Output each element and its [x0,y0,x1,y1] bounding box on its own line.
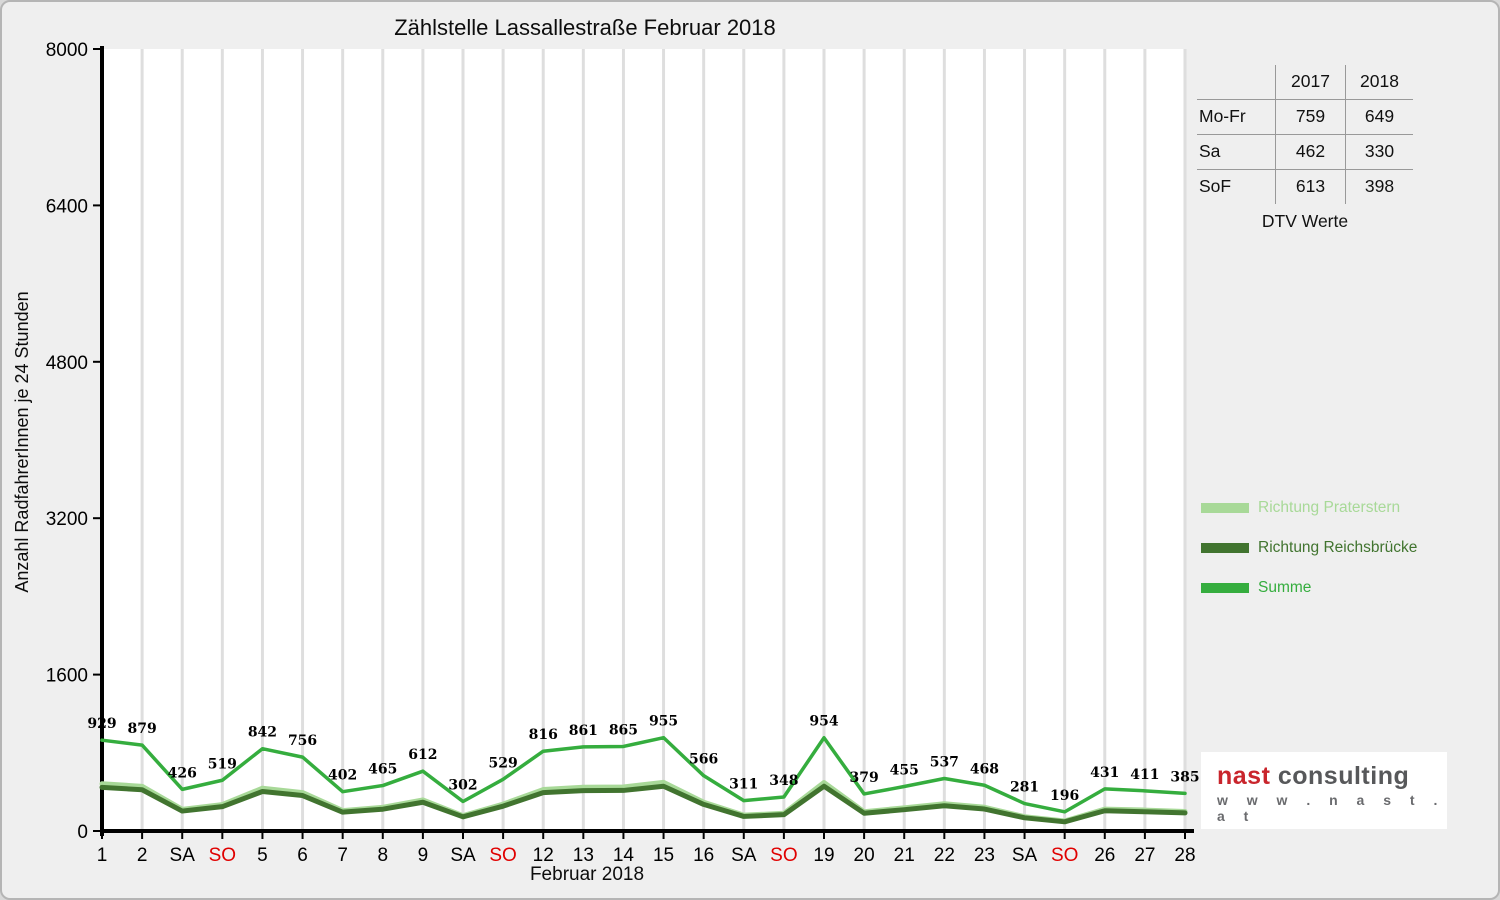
chart-legend: Richtung Praterstern Richtung Reichsbrüc… [1201,488,1417,608]
svg-text:27: 27 [1134,845,1155,866]
svg-text:196: 196 [1050,788,1079,804]
legend-label: Summe [1258,579,1312,596]
svg-text:0: 0 [77,822,88,843]
svg-text:23: 23 [974,845,995,866]
svg-text:865: 865 [609,722,638,738]
svg-text:5: 5 [257,845,268,866]
legend-swatch-reichsbruecke [1201,543,1249,553]
x-axis-title: Februar 2018 [529,864,645,885]
svg-text:612: 612 [408,747,437,763]
svg-text:566: 566 [689,752,718,768]
svg-text:537: 537 [930,755,959,771]
dtv-table-cell: 330 [1345,134,1413,169]
svg-text:468: 468 [970,761,999,777]
svg-text:SO: SO [209,845,236,866]
svg-text:8000: 8000 [46,40,88,61]
svg-text:6400: 6400 [46,196,88,217]
dtv-table-cell: 398 [1345,169,1413,204]
svg-text:402: 402 [328,768,357,784]
svg-text:12: 12 [533,845,554,866]
svg-text:21: 21 [894,845,915,866]
svg-text:455: 455 [890,763,919,779]
svg-text:20: 20 [854,845,875,866]
svg-text:8: 8 [377,845,388,866]
svg-text:26: 26 [1094,845,1115,866]
svg-text:22: 22 [934,845,955,866]
legend-label: Richtung Praterstern [1258,499,1401,516]
logo-brand-primary: nast [1217,762,1271,790]
nast-consulting-logo: nast consulting w w w . n a s t . a t [1201,752,1447,829]
y-axis-title: Anzahl RadfahrerInnen je 24 Stunden [12,291,32,593]
svg-text:955: 955 [649,714,678,730]
svg-text:SA: SA [170,845,196,866]
dtv-table-cell: 462 [1275,134,1345,169]
svg-text:411: 411 [1130,767,1159,783]
svg-text:16: 16 [693,845,714,866]
dtv-table: 2017 2018 Mo-Fr 759 649 Sa 462 330 SoF 6… [1197,65,1413,204]
svg-text:465: 465 [368,762,397,778]
svg-text:SO: SO [770,845,797,866]
svg-text:1600: 1600 [46,666,88,687]
svg-text:3200: 3200 [46,509,88,530]
svg-text:19: 19 [813,845,834,866]
svg-text:14: 14 [613,845,635,866]
svg-text:7: 7 [337,845,348,866]
svg-text:879: 879 [127,721,156,737]
svg-text:954: 954 [809,714,838,730]
svg-text:1: 1 [97,845,108,866]
dtv-table-corner-cell [1197,65,1275,99]
dtv-table-caption: DTV Werte [1261,211,1349,231]
dtv-table-row-label: Mo-Fr [1197,99,1275,134]
legend-item-summe: Summe [1201,568,1417,608]
logo-wordmark: nast consulting [1217,764,1447,789]
svg-text:431: 431 [1090,765,1119,781]
dtv-table-cell: 649 [1345,99,1413,134]
svg-text:6: 6 [297,845,308,866]
legend-item-praterstern: Richtung Praterstern [1201,488,1417,528]
svg-text:SO: SO [489,845,516,866]
svg-text:756: 756 [288,733,317,749]
legend-swatch-summe [1201,583,1249,593]
svg-text:379: 379 [849,770,878,786]
svg-text:281: 281 [1010,780,1039,796]
legend-item-reichsbruecke: Richtung Reichsbrücke [1201,528,1417,568]
svg-text:SA: SA [731,845,757,866]
dtv-table-header-2018: 2018 [1345,65,1413,99]
chart-title: Zählstelle Lassallestraße Februar 2018 [394,15,776,40]
svg-text:519: 519 [208,756,237,772]
svg-text:SA: SA [1012,845,1038,866]
svg-text:28: 28 [1174,845,1195,866]
svg-text:9: 9 [418,845,429,866]
svg-text:426: 426 [168,765,197,781]
svg-text:SA: SA [450,845,476,866]
svg-text:311: 311 [729,777,758,793]
svg-text:529: 529 [488,755,517,771]
svg-text:929: 929 [87,716,116,732]
dtv-table-header-2017: 2017 [1275,65,1345,99]
svg-text:SO: SO [1051,845,1078,866]
logo-brand-secondary-text: consulting [1277,762,1410,790]
dtv-table-row-label: Sa [1197,134,1275,169]
svg-text:302: 302 [448,777,477,793]
legend-swatch-praterstern [1201,503,1249,513]
svg-text:2: 2 [137,845,148,866]
logo-website: w w w . n a s t . a t [1217,792,1445,824]
dtv-table-cell: 759 [1275,99,1345,134]
legend-label: Richtung Reichsbrücke [1258,539,1418,556]
svg-text:842: 842 [248,725,277,741]
svg-text:13: 13 [573,845,594,866]
svg-text:15: 15 [653,845,674,866]
svg-text:816: 816 [529,727,558,743]
svg-text:385: 385 [1170,769,1199,785]
svg-text:861: 861 [569,723,598,739]
svg-text:4800: 4800 [46,353,88,374]
svg-text:348: 348 [769,773,798,789]
dtv-table-row-label: SoF [1197,169,1275,204]
dtv-table-cell: 613 [1275,169,1345,204]
